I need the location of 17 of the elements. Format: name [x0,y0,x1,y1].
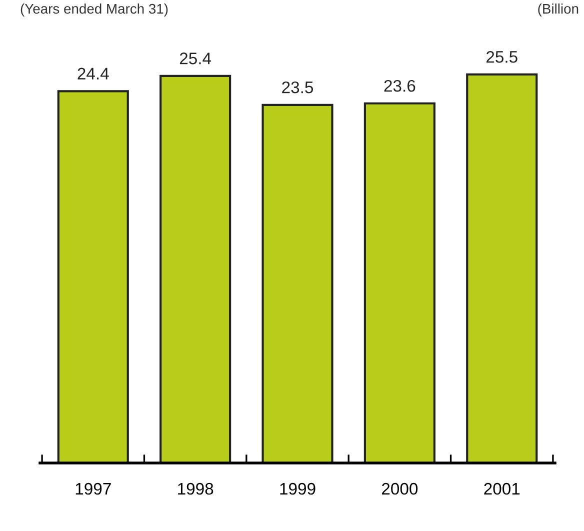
x-tick-label: 1999 [280,482,316,495]
bar [57,90,129,463]
text: (Billion [538,4,578,16]
bar [262,104,334,463]
data-label: 25.5 [486,51,518,63]
data-label: 25.4 [180,52,212,64]
data-label: 23.6 [384,80,416,92]
x-tick-label: 2000 [382,482,418,495]
bar [364,102,436,463]
x-tick-label: 1997 [76,482,111,495]
bar [466,73,538,463]
data-label: 24.4 [78,68,109,80]
bar [160,74,232,463]
x-tick-label: 2001 [484,482,520,495]
data-label: 23.5 [282,81,314,94]
x-tick-label: 1998 [178,482,214,495]
text: (Years ended March 31) [20,4,168,16]
